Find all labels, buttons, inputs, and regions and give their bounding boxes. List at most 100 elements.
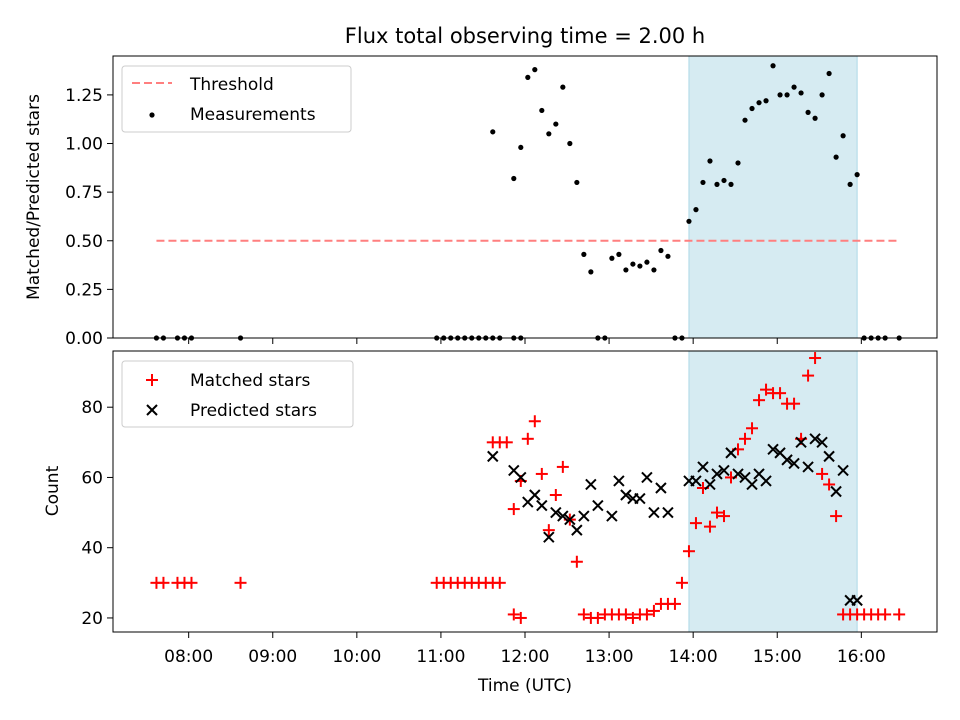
predicted-star-point bbox=[690, 475, 702, 487]
legend-threshold-label: Threshold bbox=[189, 75, 274, 95]
matched-star-point bbox=[640, 608, 653, 621]
x-tick-label: 10:00 bbox=[332, 647, 381, 667]
measurement-point bbox=[560, 84, 566, 90]
matched-star-point bbox=[816, 467, 829, 480]
matched-star-point bbox=[788, 397, 801, 410]
predicted-star-point bbox=[634, 492, 646, 505]
matched-star-point bbox=[802, 369, 815, 382]
y-tick-label: 80 bbox=[81, 398, 103, 418]
measurement-point bbox=[847, 181, 853, 187]
y-tick-label: 0.75 bbox=[65, 183, 103, 203]
y-tick-label: 1.25 bbox=[65, 86, 103, 106]
matched-star-point bbox=[893, 608, 906, 621]
predicted-star-point bbox=[620, 489, 632, 501]
legend-measurements-swatch bbox=[149, 112, 155, 118]
measurement-point bbox=[686, 218, 692, 224]
measurement-point bbox=[735, 160, 741, 166]
matched-star-point bbox=[830, 510, 843, 523]
matched-star-point bbox=[157, 576, 170, 589]
top-y-ticks: 0.00 0.25 0.50 0.75 1.00 1.25 bbox=[65, 86, 113, 349]
matched-star-point bbox=[710, 506, 723, 519]
measurement-point bbox=[518, 144, 524, 151]
top-title: Flux total observing time = 2.00 h bbox=[345, 24, 705, 48]
predicted-star-point bbox=[648, 506, 660, 519]
x-tick-label: 08:00 bbox=[164, 647, 213, 667]
matched-star-point bbox=[668, 597, 681, 610]
bottom-predicted-stars bbox=[487, 433, 863, 607]
x-tick-label: 15:00 bbox=[753, 647, 802, 667]
matched-star-point bbox=[185, 576, 198, 589]
top-legend: Threshold Measurements bbox=[121, 65, 352, 133]
matched-star-point bbox=[234, 576, 247, 589]
measurement-point bbox=[812, 115, 818, 121]
measurement-point bbox=[756, 100, 762, 106]
measurement-point bbox=[616, 251, 622, 257]
predicted-star-point bbox=[536, 499, 548, 512]
matched-star-point bbox=[619, 608, 632, 621]
matched-star-point bbox=[809, 352, 822, 365]
predicted-star-point bbox=[655, 482, 667, 494]
predicted-star-point bbox=[725, 447, 737, 459]
measurement-point bbox=[770, 63, 776, 69]
predicted-star-point bbox=[788, 457, 800, 470]
predicted-star-point bbox=[781, 454, 793, 466]
measurement-point bbox=[651, 267, 657, 273]
bottom-panel: 20 40 60 80 08:00 09:00 10:00 11:00 12:00 13:00 1… bbox=[43, 350, 938, 696]
predicted-star-point bbox=[830, 485, 842, 498]
measurement-point bbox=[637, 263, 643, 269]
matched-star-point bbox=[879, 608, 892, 621]
predicted-star-point bbox=[704, 478, 716, 491]
measurement-point bbox=[553, 121, 559, 127]
measurement-point bbox=[539, 107, 545, 114]
x-tick-label: 13:00 bbox=[585, 647, 634, 667]
predicted-star-point bbox=[641, 471, 653, 484]
measurement-point bbox=[546, 131, 552, 137]
top-legend-box bbox=[121, 65, 352, 133]
matched-star-point bbox=[626, 611, 639, 624]
predicted-star-point bbox=[746, 478, 758, 491]
predicted-star-point bbox=[529, 489, 541, 501]
measurement-point bbox=[714, 181, 720, 187]
measurement-point bbox=[490, 129, 496, 135]
matched-star-point bbox=[823, 478, 836, 491]
y-tick-label: 40 bbox=[81, 539, 103, 559]
measurement-point bbox=[665, 253, 671, 259]
legend-predicted-label: Predicted stars bbox=[190, 401, 317, 421]
matched-star-point bbox=[521, 432, 534, 445]
predicted-star-point bbox=[816, 436, 828, 449]
predicted-star-point bbox=[606, 510, 618, 522]
predicted-star-point bbox=[662, 506, 674, 519]
predicted-star-point bbox=[802, 461, 814, 473]
matched-star-point bbox=[549, 489, 562, 502]
measurement-point bbox=[532, 67, 538, 73]
measurement-point bbox=[658, 247, 664, 254]
measurement-point bbox=[574, 179, 580, 186]
matched-star-point bbox=[500, 436, 513, 449]
y-tick-label: 60 bbox=[81, 468, 103, 488]
measurement-point bbox=[693, 207, 699, 213]
measurement-point bbox=[630, 261, 636, 267]
measurement-point bbox=[511, 175, 517, 182]
matched-star-point bbox=[675, 576, 688, 589]
legend-matched-swatch bbox=[146, 374, 158, 386]
bottom-x-axis-label: Time (UTC) bbox=[477, 676, 572, 696]
matched-star-point bbox=[739, 432, 752, 445]
measurement-point bbox=[854, 172, 860, 178]
predicted-star-point bbox=[564, 513, 576, 526]
bottom-legend-box bbox=[121, 360, 354, 428]
matched-star-point bbox=[507, 608, 520, 621]
measurement-point bbox=[826, 70, 832, 77]
predicted-star-point bbox=[550, 506, 562, 519]
measurement-point bbox=[819, 92, 825, 98]
legend-measurements-label: Measurements bbox=[190, 105, 316, 125]
predicted-star-point bbox=[718, 464, 730, 477]
matched-star-point bbox=[682, 545, 695, 558]
matched-star-point bbox=[774, 387, 787, 400]
bottom-x-ticks: 08:00 09:00 10:00 11:00 12:00 13:00 14:00 15:00… bbox=[164, 632, 886, 667]
measurement-point bbox=[798, 90, 804, 96]
matched-star-point bbox=[493, 576, 506, 589]
legend-predicted-swatch bbox=[146, 404, 158, 416]
predicted-star-point bbox=[851, 594, 863, 607]
predicted-star-point bbox=[613, 475, 625, 487]
x-tick-label: 09:00 bbox=[248, 647, 297, 667]
